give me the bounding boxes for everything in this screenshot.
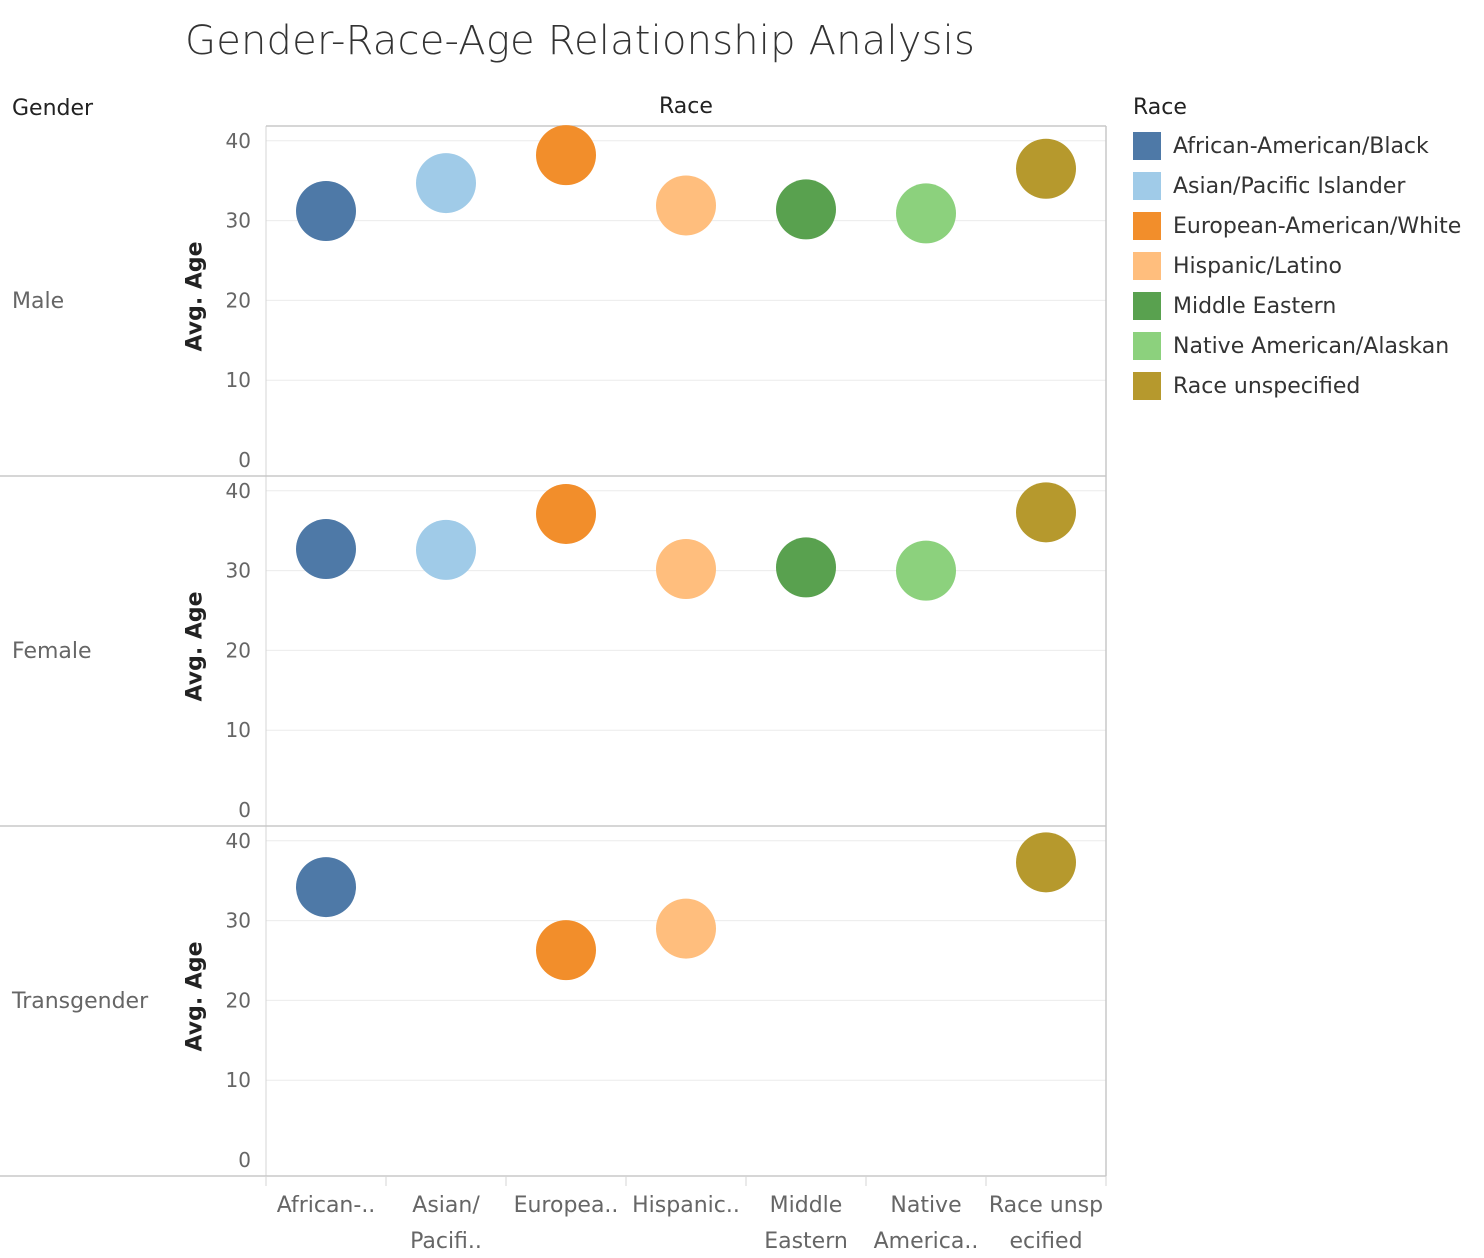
rows-header: Gender bbox=[12, 96, 94, 121]
legend-label: Race unspecified bbox=[1173, 373, 1361, 399]
y-tick-label: 30 bbox=[226, 209, 251, 233]
y-tick-label: 40 bbox=[226, 129, 251, 153]
x-category-label: Middle bbox=[770, 1193, 843, 1218]
legend-label: Middle Eastern bbox=[1173, 293, 1337, 319]
y-tick-label: 10 bbox=[226, 368, 251, 392]
legend-label: European-American/White bbox=[1173, 213, 1462, 239]
x-category-label: America.. bbox=[874, 1229, 979, 1254]
x-category-label: Race unsp bbox=[989, 1193, 1103, 1218]
legend-item[interactable]: European-American/White bbox=[1133, 206, 1461, 246]
columns-header: Race bbox=[659, 94, 713, 119]
data-point bbox=[896, 540, 956, 601]
y-tick-label: 10 bbox=[226, 718, 251, 742]
legend-label: Asian/Pacific Islander bbox=[1173, 173, 1406, 199]
legend-title: Race bbox=[1133, 95, 1187, 120]
x-category-label: ecified bbox=[1009, 1229, 1082, 1254]
y-tick-label: 40 bbox=[226, 479, 251, 503]
legend-label: African-American/Black bbox=[1173, 133, 1429, 159]
legend-label: Hispanic/Latino bbox=[1173, 253, 1343, 279]
legend-item[interactable]: African-American/Black bbox=[1133, 126, 1461, 166]
y-tick-label: 0 bbox=[238, 798, 251, 822]
gender-row-label: Female bbox=[12, 639, 92, 664]
data-point bbox=[1016, 482, 1076, 543]
legend-swatch bbox=[1133, 372, 1161, 400]
data-point bbox=[1016, 138, 1076, 199]
y-axis-title: Avg. Age bbox=[182, 591, 208, 702]
legend-item[interactable]: Native American/Alaskan bbox=[1133, 326, 1461, 366]
legend-swatch bbox=[1133, 332, 1161, 360]
data-point bbox=[656, 539, 716, 600]
x-category-label: Asian/ bbox=[412, 1193, 480, 1218]
legend-item[interactable]: Race unspecified bbox=[1133, 366, 1461, 406]
x-category-label: Native bbox=[890, 1193, 961, 1218]
legend-item[interactable]: Asian/Pacific Islander bbox=[1133, 166, 1461, 206]
legend-item[interactable]: Hispanic/Latino bbox=[1133, 246, 1461, 286]
legend-swatch bbox=[1133, 172, 1161, 200]
y-tick-label: 20 bbox=[226, 638, 251, 662]
data-point bbox=[536, 483, 596, 544]
data-point bbox=[296, 857, 356, 918]
data-point bbox=[296, 181, 356, 242]
data-point bbox=[776, 179, 836, 240]
y-tick-label: 40 bbox=[226, 829, 251, 853]
data-point bbox=[536, 920, 596, 981]
y-axis-title: Avg. Age bbox=[182, 241, 208, 352]
y-tick-label: 20 bbox=[226, 988, 251, 1012]
data-point bbox=[1016, 832, 1076, 893]
y-tick-label: 30 bbox=[226, 559, 251, 583]
legend-label: Native American/Alaskan bbox=[1173, 333, 1450, 359]
gender-row-label: Transgender bbox=[12, 989, 149, 1014]
x-category-label: Pacifi.. bbox=[410, 1229, 482, 1254]
y-tick-label: 0 bbox=[238, 1148, 251, 1172]
data-point bbox=[776, 537, 836, 598]
legend-item[interactable]: Middle Eastern bbox=[1133, 286, 1461, 326]
x-category-label: Hispanic.. bbox=[632, 1193, 740, 1218]
data-point bbox=[896, 183, 956, 244]
legend-swatch bbox=[1133, 292, 1161, 320]
y-tick-label: 10 bbox=[226, 1068, 251, 1092]
gender-row-label: Male bbox=[12, 289, 65, 314]
data-point bbox=[296, 519, 356, 580]
legend-swatch bbox=[1133, 132, 1161, 160]
data-point bbox=[656, 175, 716, 236]
legend-swatch bbox=[1133, 212, 1161, 240]
data-point bbox=[416, 153, 476, 214]
x-category-label: Eastern bbox=[764, 1229, 848, 1254]
x-category-label: African-.. bbox=[277, 1193, 376, 1218]
y-tick-label: 0 bbox=[238, 448, 251, 472]
y-axis-title: Avg. Age bbox=[182, 941, 208, 1052]
data-point bbox=[536, 125, 596, 186]
legend: Race African-American/Black Asian/Pacific… bbox=[1133, 95, 1461, 406]
legend-swatch bbox=[1133, 252, 1161, 280]
data-point bbox=[416, 519, 476, 580]
y-tick-label: 20 bbox=[226, 288, 251, 312]
chart-title: Gender-Race-Age Relationship Analysis bbox=[185, 18, 976, 64]
y-tick-label: 30 bbox=[226, 909, 251, 933]
x-category-label: Europea.. bbox=[514, 1193, 619, 1218]
data-point bbox=[656, 898, 716, 959]
